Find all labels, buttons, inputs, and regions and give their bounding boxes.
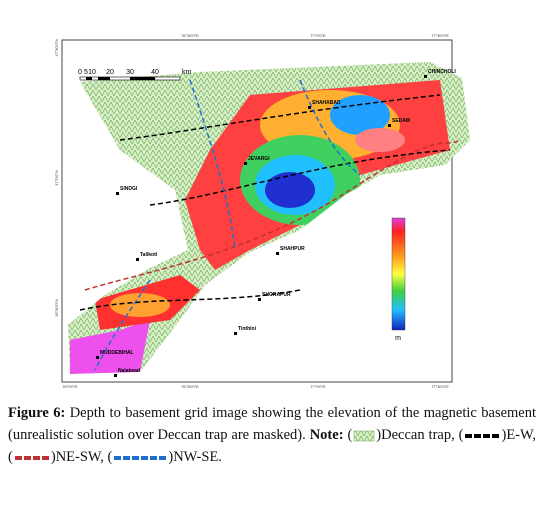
coord-label: 76°30'0"E [181, 384, 199, 389]
scale-label: 30 [126, 69, 134, 76]
place-marker [276, 252, 279, 255]
faults [79, 79, 461, 371]
place-marker [96, 356, 99, 359]
place-marker [234, 332, 237, 335]
caption: Figure 6: Depth to basement grid image s… [8, 405, 537, 465]
coord-label: 16°30'0"N [54, 299, 59, 317]
caption-text: Depth to basement grid image showing the… [8, 405, 537, 443]
place-marker [114, 374, 117, 377]
coord-label: 77°0'0"E [310, 384, 326, 389]
colorbar-unit: m [395, 335, 401, 342]
coord-label: 17°0'0"N [54, 170, 59, 186]
coord-label: 77°30'0"E [431, 384, 449, 389]
note-label: Note: [309, 427, 344, 443]
scale-label: 10 [88, 69, 96, 76]
legend-text: Deccan trap [381, 427, 452, 443]
coord-label: 77°30'0"E [431, 33, 449, 38]
place-label: SEDAM [392, 118, 410, 124]
ew-swatch [465, 433, 500, 438]
legend-text: NW-SE. [173, 449, 222, 465]
scale-label: 40 [151, 69, 159, 76]
coord-label: 76°30'0"E [181, 33, 199, 38]
colorbar [391, 217, 406, 331]
scale-label: km [182, 69, 192, 76]
legend-text: E-W [506, 427, 533, 443]
place-label: JEVARGI [248, 156, 270, 162]
scale-bar [79, 76, 181, 81]
place-label: SHAHPUR [280, 246, 305, 252]
place-marker [136, 258, 139, 261]
scale-label: 0 [78, 69, 82, 76]
place-marker [388, 124, 391, 127]
place-label: CHINCHOLI [428, 69, 456, 75]
legend-text: NE-SW [55, 449, 101, 465]
place-label: Nalatwad [118, 368, 140, 374]
place-label: SHAHABAD [312, 100, 341, 106]
scale-label: 5 [84, 69, 88, 76]
place-label: Talikoti [140, 252, 158, 258]
place-marker [258, 298, 261, 301]
coord-label: 76°0'0"E [62, 384, 78, 389]
coord-label: 17°30'0"N [54, 39, 59, 57]
nwse-swatch [114, 455, 167, 460]
place-label: Tinthini [238, 326, 257, 332]
place-marker [244, 162, 247, 165]
place-marker [308, 106, 311, 109]
place-marker [116, 192, 119, 195]
map-figure: 76°30'0"E 77°0'0"E 77°30'0"E 76°0'0"E 76°30'… [54, 33, 470, 389]
scale-label: 20 [106, 69, 114, 76]
deccan-swatch [354, 430, 375, 441]
coord-label: 77°0'0"E [310, 33, 326, 38]
place-label: MUDDEBIHAL [100, 350, 134, 356]
nesw-swatch [14, 455, 49, 460]
place-label: SINDGI [120, 186, 138, 192]
caption-label: Figure 6: [8, 405, 66, 421]
place-label: SHORAPUR [262, 292, 291, 298]
place-marker [424, 75, 427, 78]
